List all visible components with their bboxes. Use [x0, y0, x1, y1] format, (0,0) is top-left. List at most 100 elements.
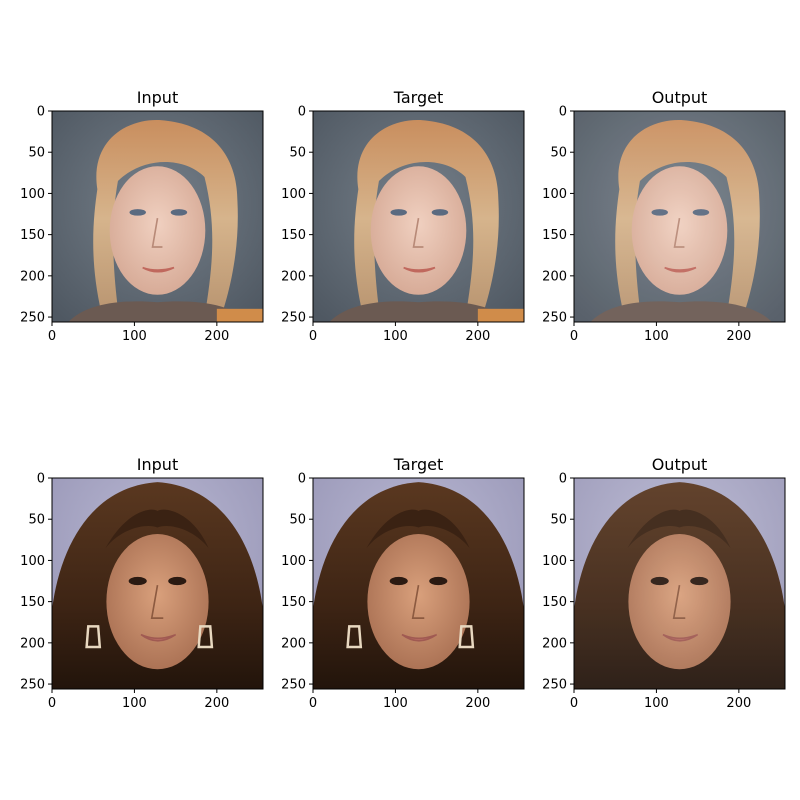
x-tick-label: 100 [644, 329, 669, 344]
hair [354, 119, 499, 318]
lips [401, 633, 438, 642]
y-tick-label: 50 [289, 146, 306, 161]
shoulders [68, 301, 250, 322]
face-photo [313, 111, 524, 322]
nose [412, 218, 424, 248]
y-tick-label: 100 [542, 554, 567, 569]
y-tick-label: 200 [281, 636, 306, 651]
y-tick-label: 250 [542, 311, 567, 326]
y-tick-label: 0 [298, 472, 306, 487]
panel-title: Target [393, 88, 444, 107]
y-tick-label: 200 [542, 636, 567, 651]
y-tick-label: 250 [542, 678, 567, 693]
right-eye [431, 209, 449, 216]
right-eye [429, 576, 448, 586]
axes-frame [51, 477, 264, 690]
hair [615, 119, 760, 318]
nose [673, 218, 685, 248]
y-tick-label: 150 [20, 595, 45, 610]
left-eye [129, 209, 146, 216]
x-tick-label: 0 [48, 329, 56, 344]
right-earring [458, 625, 475, 649]
hair-part [627, 509, 731, 549]
y-tick-label: 250 [20, 678, 45, 693]
hair-part [366, 509, 470, 549]
x-tick-label: 200 [465, 696, 490, 711]
y-tick-label: 50 [28, 146, 45, 161]
panel-title: Input [137, 455, 178, 474]
y-tick-label: 150 [20, 228, 45, 243]
axes-frame [573, 110, 786, 323]
axes-frame [312, 110, 525, 323]
y-tick-label: 150 [281, 595, 306, 610]
right-eye [692, 209, 710, 216]
y-tick-label: 100 [20, 187, 45, 202]
y-tick-label: 100 [542, 187, 567, 202]
x-tick-label: 100 [383, 696, 408, 711]
y-tick-label: 50 [550, 513, 567, 528]
y-tick-label: 200 [281, 269, 306, 284]
y-tick-label: 0 [559, 472, 567, 487]
panel-title: Output [652, 88, 708, 107]
y-tick-label: 250 [281, 678, 306, 693]
shoulders [329, 301, 511, 322]
left-eye [650, 576, 669, 586]
axes-frame [312, 477, 525, 690]
right-eye [690, 576, 709, 586]
lips [142, 266, 175, 273]
y-tick-label: 0 [559, 105, 567, 120]
x-tick-label: 200 [726, 696, 751, 711]
output-softening [574, 478, 785, 689]
left-eye [389, 576, 408, 586]
x-tick-label: 0 [309, 696, 317, 711]
panel-title: Input [137, 88, 178, 107]
x-tick-label: 0 [309, 329, 317, 344]
y-tick-label: 150 [542, 228, 567, 243]
face [370, 166, 467, 295]
x-tick-label: 0 [48, 696, 56, 711]
x-tick-label: 100 [383, 329, 408, 344]
right-eye [170, 209, 188, 216]
nose [672, 585, 686, 619]
axes-frame [573, 477, 786, 690]
face [106, 534, 209, 670]
x-tick-label: 200 [465, 329, 490, 344]
face-photo [574, 111, 785, 322]
nose [411, 585, 425, 619]
nose [150, 585, 164, 619]
lips [140, 633, 177, 642]
x-tick-label: 200 [726, 329, 751, 344]
left-eye [390, 209, 407, 216]
y-tick-label: 150 [281, 228, 306, 243]
lips [662, 633, 699, 642]
x-tick-label: 100 [644, 696, 669, 711]
face-photo [52, 111, 263, 322]
nose [151, 218, 163, 248]
orange-patch [216, 308, 263, 322]
shoulders [590, 301, 772, 322]
axes-frame [51, 110, 264, 323]
left-earring [346, 625, 363, 649]
y-tick-label: 150 [542, 595, 567, 610]
y-tick-label: 0 [37, 105, 45, 120]
face [109, 166, 206, 295]
face [628, 534, 731, 670]
y-tick-label: 0 [298, 105, 306, 120]
y-tick-label: 100 [20, 554, 45, 569]
y-tick-label: 100 [281, 187, 306, 202]
y-tick-label: 200 [20, 269, 45, 284]
hair-part [105, 509, 209, 549]
x-tick-label: 100 [122, 329, 147, 344]
face-photo [574, 478, 785, 689]
lips [403, 266, 436, 273]
x-tick-label: 200 [204, 696, 229, 711]
output-softening [574, 111, 785, 322]
face [367, 534, 470, 670]
